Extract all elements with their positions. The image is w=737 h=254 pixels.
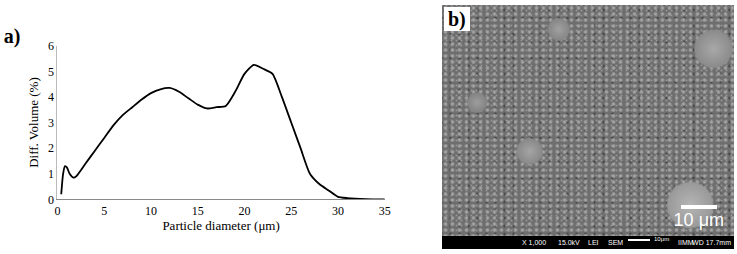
svg-text:30: 30: [332, 204, 344, 218]
svg-text:0: 0: [48, 193, 54, 207]
html-text:SEM: SEM: [608, 239, 624, 246]
svg-text:15: 15: [192, 204, 204, 218]
html-text:IIMM: IIMM: [678, 239, 694, 246]
svg-text:a): a): [4, 25, 21, 48]
html-text:WD 17.7mm: WD 17.7mm: [692, 239, 731, 246]
html-text:X 1,000: X 1,000: [522, 239, 547, 246]
svg-text:5: 5: [48, 65, 54, 79]
svg-text:25: 25: [285, 204, 297, 218]
svg-text:6: 6: [48, 39, 54, 53]
svg-text:2: 2: [48, 141, 54, 155]
html-text:b): b): [448, 8, 466, 30]
svg-text:1: 1: [48, 167, 54, 181]
html-text:10 μm: 10 μm: [673, 210, 724, 230]
html-text:LEI: LEI: [588, 239, 599, 246]
svg-text:5: 5: [101, 204, 107, 218]
svg-text:20: 20: [238, 204, 250, 218]
svg-text:Particle diameter (μm): Particle diameter (μm): [162, 218, 279, 233]
svg-text:35: 35: [379, 204, 391, 218]
svg-text:Diff. Volume (%): Diff. Volume (%): [26, 77, 41, 168]
html-text:15.0kV: 15.0kV: [558, 239, 580, 246]
svg-text:3: 3: [48, 116, 54, 130]
svg-text:0: 0: [54, 204, 60, 218]
svg-text:10: 10: [145, 204, 157, 218]
html-text:10μm: 10μm: [654, 236, 670, 242]
svg-text:4: 4: [48, 90, 54, 104]
